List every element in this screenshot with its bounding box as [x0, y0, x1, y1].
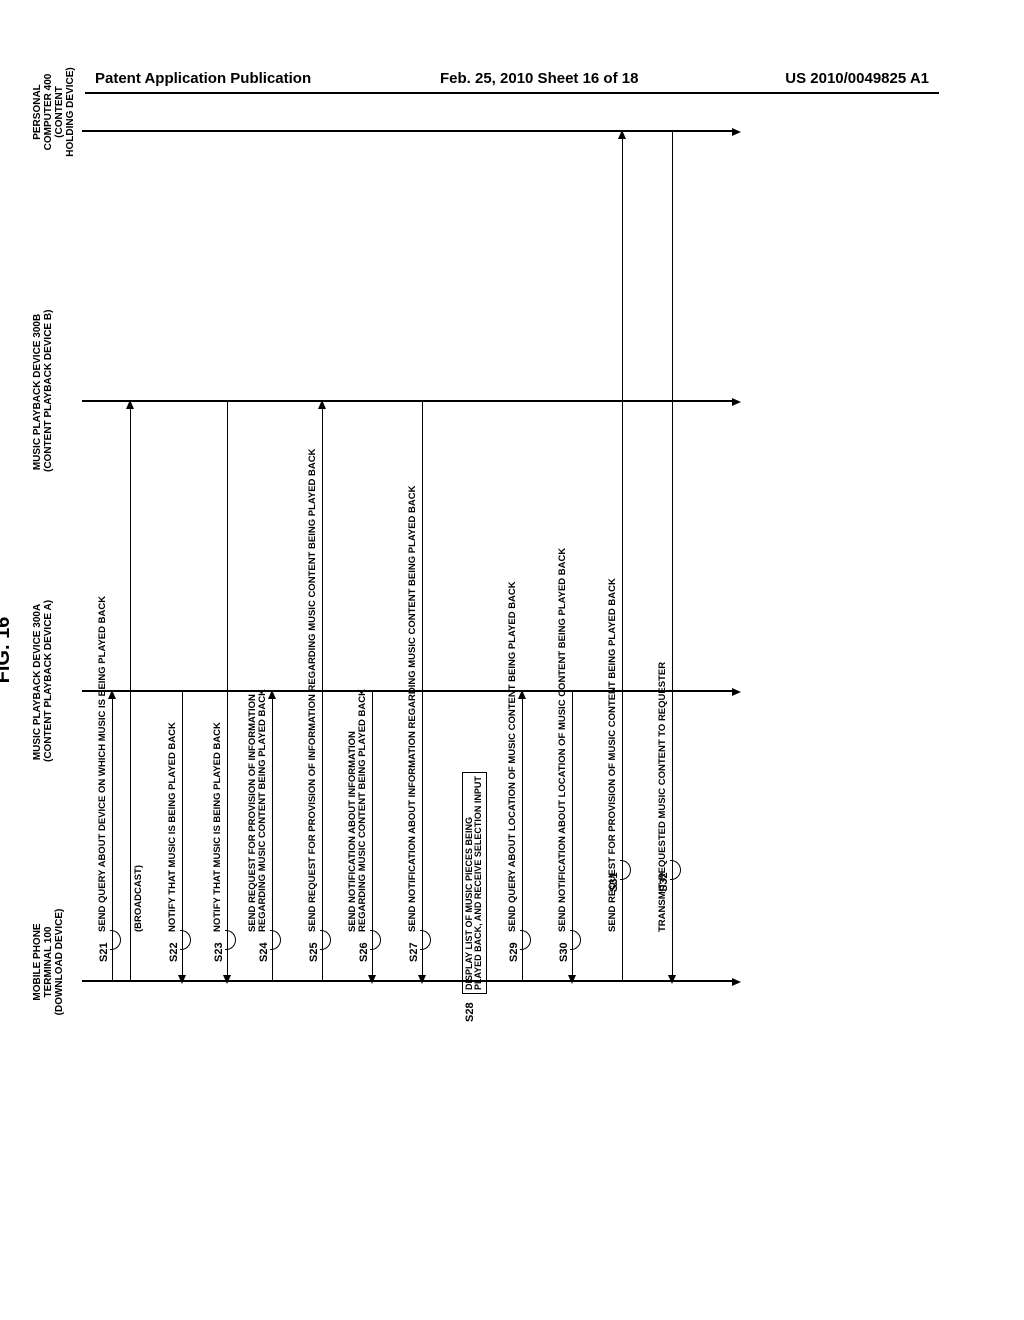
- lifeline-deviceB: [82, 400, 732, 402]
- header-center: Feb. 25, 2010 Sheet 16 of 18: [440, 70, 638, 87]
- step-curve-S32: [670, 860, 681, 880]
- figure-title: FIG. 16: [0, 288, 15, 1012]
- lifeline-end-deviceB: [732, 399, 741, 407]
- step-S31: S31: [608, 872, 620, 892]
- step-curve-S25: [320, 930, 331, 950]
- step-S28: S28: [464, 1002, 476, 1022]
- figure-area: FIG. 16 MOBILE PHONE TERMINAL 100 (DOWNL…: [32, 288, 992, 1012]
- label-S22: NOTIFY THAT MUSIC IS BEING PLAYED BACK: [168, 722, 178, 932]
- note-S21: (BROADCAST): [134, 865, 144, 932]
- step-curve-S23: [225, 930, 236, 950]
- step-curve-S29: [520, 930, 531, 950]
- step-curve-S30: [570, 930, 581, 950]
- step-S27: S27: [408, 942, 420, 962]
- label-S23: NOTIFY THAT MUSIC IS BEING PLAYED BACK: [213, 722, 223, 932]
- lifeline-end-deviceA: [732, 689, 741, 697]
- step-S26: S26: [358, 942, 370, 962]
- step-curve-S26: [370, 930, 381, 950]
- lead-S21: [112, 981, 130, 982]
- step-curve-S22: [180, 930, 191, 950]
- arrow-S21-extra: [130, 402, 131, 982]
- step-curve-S21: [110, 930, 121, 950]
- label-S30: SEND NOTIFICATION ABOUT LOCATION OF MUSI…: [558, 548, 568, 932]
- arrow-S27: [422, 402, 423, 982]
- lifeline-label-pc: PERSONAL COMPUTER 400 (CONTENT HOLDING D…: [32, 32, 76, 192]
- label-S24: SEND REQUEST FOR PROVISION OF INFORMATIO…: [248, 689, 268, 932]
- step-curve-S31: [620, 860, 631, 880]
- step-S29: S29: [508, 942, 520, 962]
- lifeline-pc: [82, 130, 732, 132]
- step-S22: S22: [168, 942, 180, 962]
- step-S32: S32: [658, 872, 670, 892]
- label-S25: SEND REQUEST FOR PROVISION OF INFORMATIO…: [308, 449, 318, 932]
- label-S27: SEND NOTIFICATION ABOUT INFORMATION REGA…: [408, 486, 418, 933]
- lifeline-label-deviceB: MUSIC PLAYBACK DEVICE 300B (CONTENT PLAY…: [32, 312, 54, 472]
- step-S25: S25: [308, 942, 320, 962]
- arrow-S25: [322, 402, 323, 982]
- lifeline-end-mobile: [732, 979, 741, 987]
- step-curve-S24: [270, 930, 281, 950]
- arrow-S23: [227, 402, 228, 982]
- lifeline-label-deviceA: MUSIC PLAYBACK DEVICE 300A (CONTENT PLAY…: [32, 602, 54, 762]
- box-S28: DISPLAY LIST OF MUSIC PIECES BEING PLAYE…: [462, 772, 487, 994]
- label-S21: SEND QUERY ABOUT DEVICE ON WHICH MUSIC I…: [98, 596, 108, 932]
- step-S30: S30: [558, 942, 570, 962]
- step-curve-S27: [420, 930, 431, 950]
- header-rule: [85, 92, 939, 94]
- label-S26: SEND NOTIFICATION ABOUT INFORMATION REGA…: [348, 689, 368, 932]
- arrow-S31: [622, 132, 623, 982]
- label-S29: SEND QUERY ABOUT LOCATION OF MUSIC CONTE…: [508, 581, 518, 932]
- arrow-S32: [672, 132, 673, 982]
- lifeline-end-pc: [732, 129, 741, 137]
- header-left: Patent Application Publication: [95, 70, 311, 87]
- header-right: US 2010/0049825 A1: [785, 70, 929, 87]
- step-S24: S24: [258, 942, 270, 962]
- step-S23: S23: [213, 942, 225, 962]
- step-S21: S21: [98, 942, 110, 962]
- lifeline-label-mobile: MOBILE PHONE TERMINAL 100 (DOWNLOAD DEVI…: [32, 882, 65, 1042]
